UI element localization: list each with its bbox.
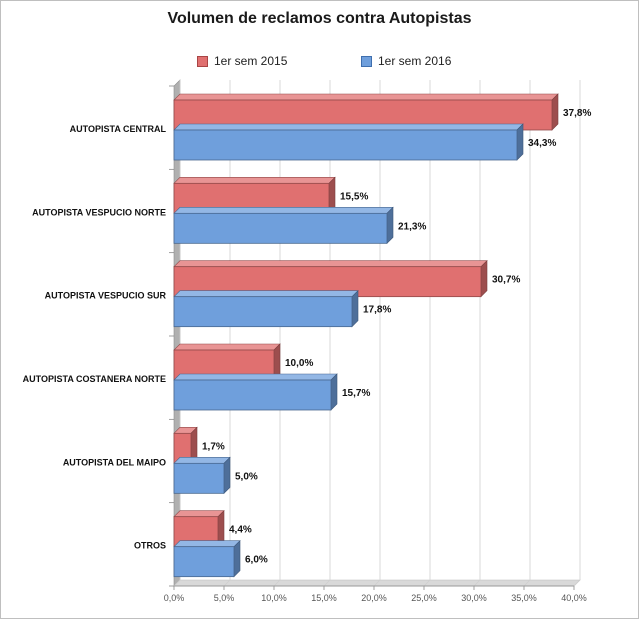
bar-top-face — [173, 177, 336, 184]
bar-2016 — [173, 212, 388, 244]
x-tick-label: 35,0% — [511, 593, 537, 603]
legend-item-2016: 1er sem 2016 — [361, 54, 451, 68]
bar-top-face — [173, 123, 524, 131]
legend-swatch-2015 — [197, 55, 208, 67]
category-label: AUTOPISTA DEL MAIPO — [63, 457, 166, 467]
category-label: AUTOPISTA CENTRAL — [70, 124, 167, 134]
x-tick-label: 40,0% — [561, 593, 587, 603]
bar-end-face — [386, 206, 394, 245]
bar-top-face — [173, 510, 225, 517]
category-label: AUTOPISTA VESPUCIO SUR — [45, 291, 167, 301]
gridline-floor — [173, 579, 181, 587]
bar-end-face — [480, 259, 488, 298]
legend-label-2015: 1er sem 2015 — [214, 54, 288, 68]
gridline-floor — [523, 579, 531, 587]
gridline-floor — [323, 579, 331, 587]
legend-swatch-2016 — [361, 55, 372, 67]
x-tick-label: 30,0% — [461, 593, 487, 603]
x-tick-label: 0,0% — [164, 593, 185, 603]
legend-item-2015: 1er sem 2015 — [197, 54, 287, 68]
bar-top-face — [173, 207, 394, 214]
gridline-floor — [223, 579, 231, 587]
bar-top-face — [173, 343, 281, 351]
data-label: 30,7% — [492, 275, 520, 286]
bar-end-face — [233, 539, 241, 578]
x-tick-label: 5,0% — [214, 593, 235, 603]
x-tick-label: 10,0% — [261, 593, 287, 603]
data-label: 34,3% — [528, 138, 556, 149]
bar-2016 — [173, 462, 225, 494]
bar-top-face — [173, 457, 231, 464]
data-label: 17,8% — [363, 305, 391, 316]
chart-title: Volumen de reclamos contra Autopistas — [167, 10, 472, 27]
bar-top-face — [173, 260, 488, 267]
data-label: 5,0% — [235, 471, 258, 482]
gridline-floor — [373, 579, 381, 587]
data-label: 37,8% — [563, 108, 591, 119]
x-tick-label: 20,0% — [361, 593, 387, 603]
gridline-floor — [573, 579, 581, 587]
category-label: AUTOPISTA VESPUCIO NORTE — [32, 207, 166, 217]
bar-top-face — [173, 290, 359, 297]
bar-end-face — [223, 456, 231, 495]
bar-end-face — [330, 373, 338, 411]
category-label: OTROS — [134, 541, 166, 551]
category-label: AUTOPISTA COSTANERA NORTE — [23, 374, 166, 384]
bar-2016 — [173, 296, 353, 328]
gridline-floor — [423, 579, 431, 587]
bar-end-face — [516, 123, 524, 161]
bar-2016 — [173, 379, 332, 411]
bar-end-face — [551, 93, 559, 131]
bar-top-face — [173, 93, 559, 101]
gridline-floor — [273, 579, 281, 587]
data-label: 4,4% — [229, 525, 252, 536]
legend-label-2016: 1er sem 2016 — [378, 54, 452, 68]
bar-top-face — [173, 540, 241, 547]
data-label: 21,3% — [398, 221, 426, 232]
data-label: 6,0% — [245, 555, 268, 566]
data-label: 1,7% — [202, 441, 225, 452]
bar-2016 — [173, 546, 235, 578]
x-tick-label: 15,0% — [311, 593, 337, 603]
bar-2016 — [173, 129, 518, 161]
data-label: 15,7% — [342, 388, 370, 399]
data-label: 10,0% — [285, 358, 313, 369]
bar-top-face — [173, 373, 338, 381]
bar-end-face — [351, 289, 359, 328]
x-tick-label: 25,0% — [411, 593, 437, 603]
gridline-floor — [473, 579, 481, 587]
data-label: 15,5% — [340, 191, 368, 202]
